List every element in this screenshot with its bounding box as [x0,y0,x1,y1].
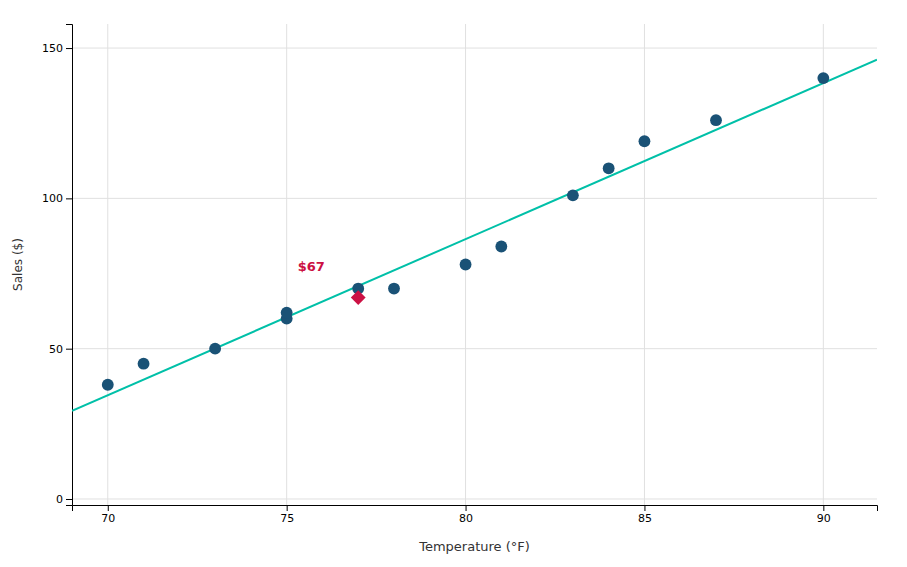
y-axis: 0 50 100 150 [42,25,73,507]
tick-mark [644,505,645,511]
y-axis-title: Sales ($) [11,238,25,291]
x-tick: 90 [817,505,831,525]
scatter-point [460,259,472,271]
x-axis-title: Temperature (°F) [418,539,530,554]
scatter-point [102,379,114,391]
grid-line [286,24,287,505]
highlight-point [351,290,366,305]
scatter-point [817,72,829,84]
grid-line [107,24,108,505]
x-axis-line [73,506,878,512]
x-tick: 80 [459,505,473,525]
grid-line [823,24,824,505]
x-axis: 70 75 80 85 90 [73,505,878,525]
tick-mark [466,505,467,511]
tick-label: 80 [459,512,473,525]
tick-mark [66,349,72,350]
grid-line [72,348,877,349]
scatter-point [388,283,400,295]
tick-label: 90 [817,512,831,525]
tick-label: 100 [42,192,63,205]
tick-label: 150 [42,42,63,55]
y-tick: 0 [56,493,72,506]
tick-mark [287,505,288,511]
scatter-point [639,135,651,147]
grid-line [72,498,877,499]
scatter-point [603,162,615,174]
scatter-point [495,241,507,253]
x-tick: 75 [280,505,294,525]
tick-mark [108,505,109,511]
tick-mark [823,505,824,511]
grid-line [72,48,877,49]
grid-line [72,198,877,199]
tick-label: 0 [56,493,63,506]
scatter-series [351,290,366,305]
tick-mark [66,48,72,49]
grid [72,24,877,505]
plot-area [72,60,877,411]
scatter-point [710,114,722,126]
grid-line [644,24,645,505]
annotation: $67 [298,259,325,274]
tick-label: 75 [280,512,294,525]
trend-line [72,60,877,411]
tick-label: 85 [638,512,652,525]
x-tick: 70 [101,505,115,525]
scatter-point [567,189,579,201]
y-tick: 100 [42,192,72,205]
y-tick: 50 [49,343,72,356]
y-tick: 150 [42,42,72,55]
x-tick: 85 [638,505,652,525]
scatter-point [209,343,221,355]
scatter-point [138,358,150,370]
chart: 70 75 80 85 90 0 50 100 150 $67 Temperature (°F) Sa… [0,0,907,567]
y-axis-line [66,25,73,506]
tick-label: 70 [101,512,115,525]
tick-label: 50 [49,343,63,356]
tick-mark [66,499,72,500]
scatter-point [281,307,293,319]
scatter-series [102,72,829,390]
tick-mark [66,198,72,199]
